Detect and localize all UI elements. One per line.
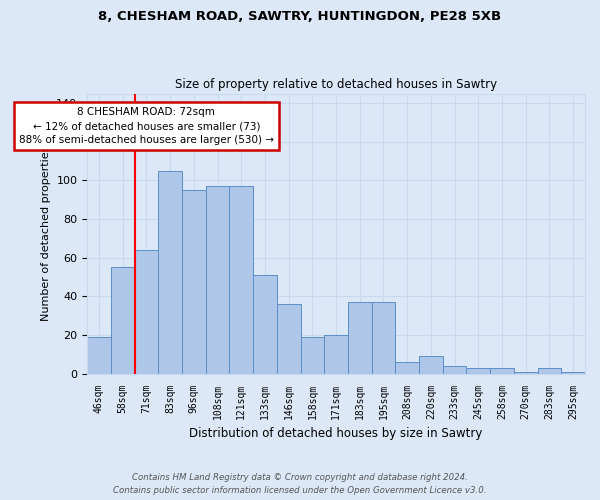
Bar (158, 171, 182, 374)
Bar (277, 304, 301, 374)
Title: Size of property relative to detached houses in Sawtry: Size of property relative to detached ho… (175, 78, 497, 91)
Bar (443, 366, 466, 374)
Bar (134, 250, 158, 374)
Bar (514, 372, 538, 374)
Bar (182, 190, 206, 374)
Bar (253, 275, 277, 374)
Bar (466, 368, 490, 374)
Bar (229, 186, 253, 374)
Bar (301, 337, 324, 374)
Bar (490, 368, 514, 374)
Bar (87, 337, 111, 374)
Bar (348, 302, 371, 374)
Bar (324, 335, 348, 374)
Bar (206, 186, 229, 374)
Text: 8, CHESHAM ROAD, SAWTRY, HUNTINGDON, PE28 5XB: 8, CHESHAM ROAD, SAWTRY, HUNTINGDON, PE2… (98, 10, 502, 23)
Text: Contains HM Land Registry data © Crown copyright and database right 2024.
Contai: Contains HM Land Registry data © Crown c… (113, 474, 487, 495)
Bar (538, 368, 561, 374)
Bar (111, 268, 134, 374)
Bar (419, 356, 443, 374)
Bar (371, 302, 395, 374)
X-axis label: Distribution of detached houses by size in Sawtry: Distribution of detached houses by size … (190, 427, 483, 440)
Text: 8 CHESHAM ROAD: 72sqm
← 12% of detached houses are smaller (73)
88% of semi-deta: 8 CHESHAM ROAD: 72sqm ← 12% of detached … (19, 107, 274, 145)
Bar (395, 362, 419, 374)
Y-axis label: Number of detached properties: Number of detached properties (41, 146, 51, 322)
Bar (561, 372, 585, 374)
